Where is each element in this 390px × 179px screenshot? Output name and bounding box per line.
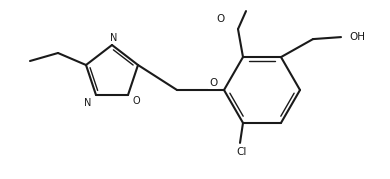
Text: O: O [216, 14, 224, 24]
Text: O: O [132, 96, 140, 106]
Text: Cl: Cl [237, 147, 247, 157]
Text: O: O [209, 78, 217, 88]
Text: OH: OH [349, 32, 365, 42]
Text: N: N [110, 33, 118, 43]
Text: N: N [84, 98, 92, 108]
